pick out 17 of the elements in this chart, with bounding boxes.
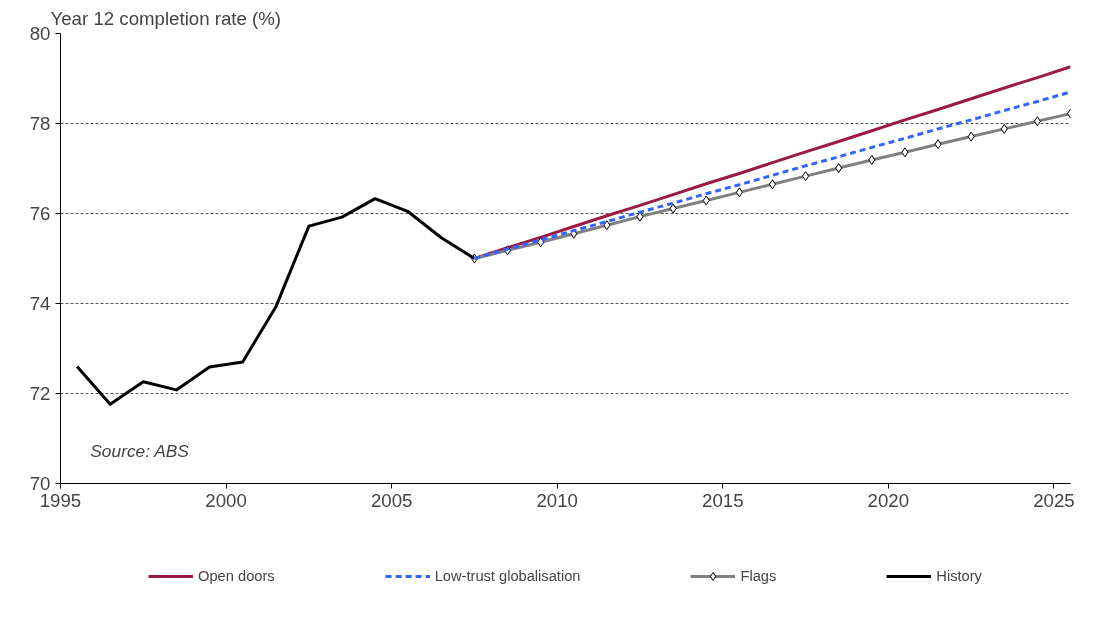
annotation: Source: ABS: [90, 441, 190, 461]
x-tick-label: 2025: [1033, 489, 1075, 511]
y-tick-label: 76: [29, 203, 51, 224]
x-tick-label: 2015: [702, 489, 744, 511]
legend-label: History: [936, 568, 982, 584]
y-axis-title: Year 12 completion rate (%): [50, 7, 282, 29]
legend-label: Low-trust globalisation: [434, 568, 581, 584]
x-tick-label: 2020: [867, 489, 910, 511]
y-tick-label: 78: [29, 113, 51, 134]
y-tick-label: 72: [29, 383, 51, 404]
y-tick-label: 80: [29, 23, 51, 44]
legend-label: Flags: [740, 568, 777, 584]
legend-label: Open doors: [198, 568, 275, 584]
x-tick-label: 2000: [205, 489, 247, 511]
x-tick-label: 2010: [536, 489, 578, 511]
y-tick-label: 74: [29, 293, 51, 314]
x-tick-label: 2005: [370, 489, 413, 511]
